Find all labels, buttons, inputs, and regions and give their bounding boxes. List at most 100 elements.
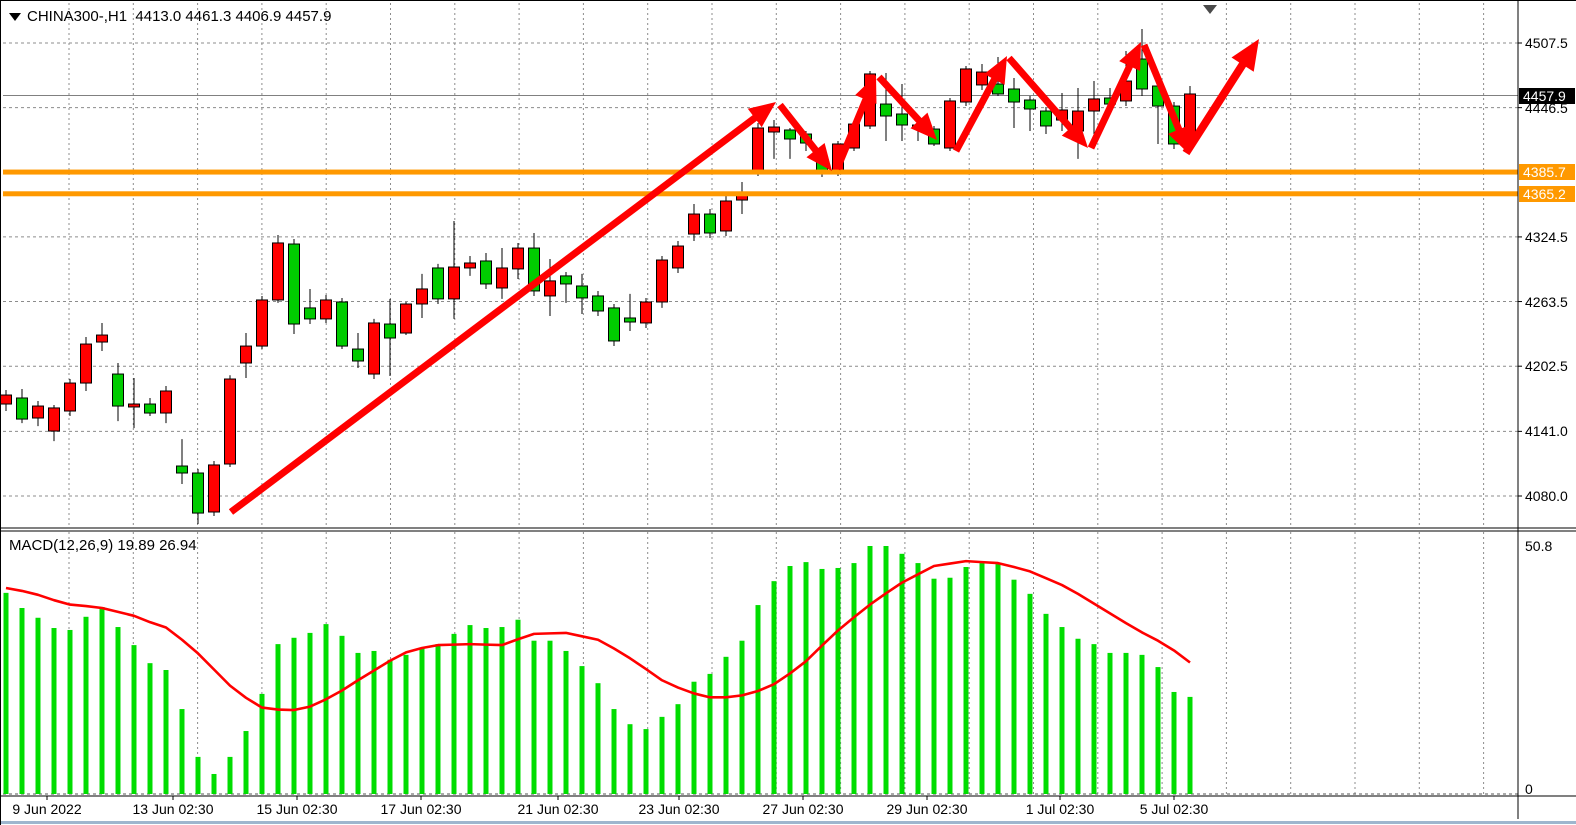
candle-body xyxy=(48,407,60,432)
trend-arrow-head xyxy=(855,75,877,104)
candle-body xyxy=(768,126,780,133)
macd-histogram-bar xyxy=(131,645,137,794)
candle-body xyxy=(672,245,684,269)
candle-body xyxy=(704,213,716,234)
macd-histogram-bar xyxy=(995,564,1001,794)
macd-histogram-bar xyxy=(243,731,249,794)
chart-shift-marker-icon[interactable] xyxy=(1203,5,1217,14)
candle-body xyxy=(944,100,956,149)
resistance-line[interactable] xyxy=(3,169,1518,175)
macd-histogram-bar xyxy=(1139,654,1145,794)
macd-histogram-bar xyxy=(1091,644,1097,794)
macd-histogram-bar xyxy=(3,592,9,794)
macd-axis-label: 0 xyxy=(1525,781,1533,797)
trend-arrow xyxy=(228,113,760,515)
macd-histogram-bar xyxy=(115,627,121,794)
trend-arrow xyxy=(952,75,999,153)
macd-histogram-bar xyxy=(851,563,857,794)
time-axis-label: 15 Jun 02:30 xyxy=(256,801,338,817)
candle-body xyxy=(608,307,620,342)
time-axis-label: 1 Jul 02:30 xyxy=(1025,801,1095,817)
trend-arrow-head xyxy=(1231,39,1259,72)
macd-histogram-bar xyxy=(99,607,105,794)
macd-histogram-bar xyxy=(467,625,473,794)
macd-histogram-bar xyxy=(835,567,841,794)
macd-histogram-bar xyxy=(371,650,377,794)
macd-histogram-bar xyxy=(147,663,153,794)
macd-histogram-bar xyxy=(291,637,297,794)
trend-arrow-head xyxy=(806,142,832,171)
indicator-label: MACD(12,26,9) 19.89 26.94 xyxy=(9,537,197,554)
macd-histogram-bar xyxy=(867,546,873,794)
candle-body xyxy=(416,288,428,305)
symbol-dropdown-icon[interactable] xyxy=(9,13,21,21)
macd-histogram-bar xyxy=(515,619,521,794)
candle-body xyxy=(80,343,92,384)
trend-arrow xyxy=(833,95,871,171)
macd-histogram-bar xyxy=(803,562,809,794)
macd-histogram-bar xyxy=(947,577,953,794)
macd-histogram-bar xyxy=(275,644,281,794)
macd-histogram-bar xyxy=(355,652,361,794)
trend-arrow-head xyxy=(747,102,776,128)
trend-arrow-head xyxy=(910,112,937,140)
macd-histogram-bar xyxy=(1059,627,1065,794)
candle-body xyxy=(960,68,972,103)
macd-histogram-bar xyxy=(1043,613,1049,794)
macd-histogram-bar xyxy=(931,578,937,794)
macd-histogram-bar xyxy=(387,659,393,794)
macd-histogram-bar xyxy=(1107,652,1113,794)
macd-histogram-bar xyxy=(259,693,265,794)
macd-histogram-bar xyxy=(1171,691,1177,794)
current-price-tag: 4457.9 xyxy=(1519,87,1575,104)
macd-histogram-bar xyxy=(675,704,681,794)
ohlc-values: 4413.0 4461.3 4406.9 4457.9 xyxy=(135,8,332,25)
trend-arrow-head xyxy=(1119,42,1141,71)
trend-arrow xyxy=(1182,59,1248,156)
candle-body xyxy=(320,299,332,320)
trend-arrow-head xyxy=(984,56,1007,85)
candle-body xyxy=(720,200,732,232)
resistance-line[interactable] xyxy=(3,191,1518,197)
candle-body xyxy=(240,345,252,364)
candle-body xyxy=(1,394,12,405)
candle-body xyxy=(576,285,588,299)
macd-histogram-bar xyxy=(691,681,697,794)
candle-body xyxy=(896,113,908,126)
macd-histogram-bar xyxy=(483,628,489,794)
candle-body xyxy=(544,280,556,297)
time-axis-label: 17 Jun 02:30 xyxy=(380,801,462,817)
macd-histogram-bar xyxy=(323,624,329,794)
candle-body xyxy=(880,103,892,117)
candle-body xyxy=(656,259,668,303)
window-bottom-border xyxy=(1,821,1576,824)
trend-arrow xyxy=(1006,55,1076,133)
macd-histogram-bar xyxy=(83,616,89,794)
candle-body xyxy=(1040,110,1052,127)
candle-body xyxy=(592,295,604,312)
time-axis-label: 9 Jun 2022 xyxy=(12,801,82,817)
chart-title: CHINA300-,H1 4413.0 4461.3 4406.9 4457.9 xyxy=(9,8,331,25)
macd-histogram-bar xyxy=(563,650,569,794)
candle-body xyxy=(496,267,508,289)
macd-histogram-bar xyxy=(499,627,505,794)
macd-histogram-bar xyxy=(659,716,665,794)
resistance-price-tag: 4385.7 xyxy=(1519,164,1575,181)
resistance-price-tag: 4365.2 xyxy=(1519,185,1575,202)
macd-histogram-bar xyxy=(595,683,601,794)
candle-body xyxy=(688,213,700,235)
time-axis-label: 5 Jul 02:30 xyxy=(1139,801,1209,817)
macd-histogram-bar xyxy=(643,729,649,794)
macd-histogram-bar xyxy=(755,605,761,794)
candle-body xyxy=(400,303,412,334)
candle-body xyxy=(528,247,540,292)
macd-histogram-bar xyxy=(179,709,185,794)
macd-histogram-bar xyxy=(435,644,441,794)
price-axis-label: 4507.5 xyxy=(1525,35,1568,51)
macd-histogram-bar xyxy=(1187,696,1193,794)
macd-histogram-bar xyxy=(339,635,345,794)
price-axis-label: 4263.5 xyxy=(1525,293,1568,310)
candle-body xyxy=(640,301,652,324)
